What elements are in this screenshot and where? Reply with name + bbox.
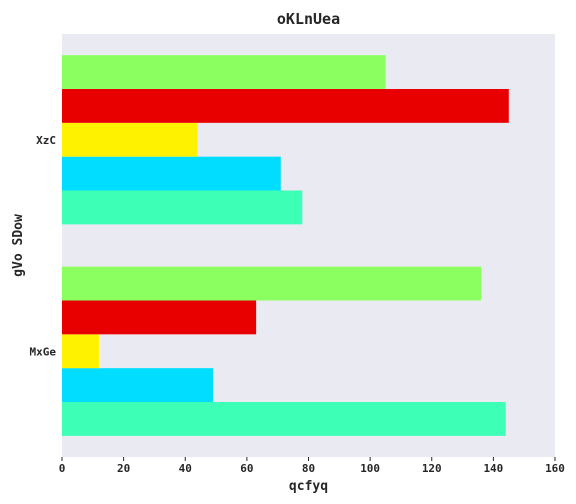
x-tick-label: 60 xyxy=(240,462,253,475)
bar xyxy=(62,156,281,191)
bar xyxy=(62,190,303,225)
bar xyxy=(62,122,198,157)
y-axis-label: gVo SDow xyxy=(11,214,26,277)
x-axis-ticks: 0 20 40 60 80 100 120 140 160 xyxy=(59,457,565,475)
bar xyxy=(62,88,509,123)
bar xyxy=(62,334,99,369)
x-tick-label: 80 xyxy=(302,462,315,475)
y-axis-ticks: MxGe XzC xyxy=(30,134,57,359)
x-tick-label: 120 xyxy=(422,462,442,475)
x-tick-label: 100 xyxy=(360,462,380,475)
bar xyxy=(62,402,506,436)
x-tick-label: 20 xyxy=(117,462,130,475)
x-tick-label: 140 xyxy=(483,462,503,475)
bars-layer xyxy=(62,55,509,436)
bar xyxy=(62,55,386,89)
bar xyxy=(62,300,257,335)
x-tick-label: 0 xyxy=(59,462,66,475)
x-tick-label: 40 xyxy=(179,462,192,475)
x-tick-label: 160 xyxy=(545,462,565,475)
bar xyxy=(62,266,482,301)
chart-title: oKLnUea xyxy=(277,10,340,28)
x-axis-label: qcfyq xyxy=(289,479,328,494)
y-tick-label: XzC xyxy=(36,134,56,147)
y-tick-label: MxGe xyxy=(30,345,57,358)
bar xyxy=(62,368,213,403)
